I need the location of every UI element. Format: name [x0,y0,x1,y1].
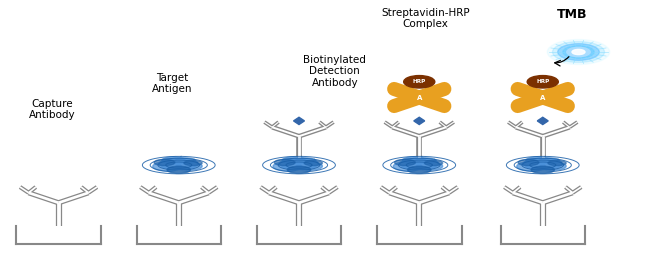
Text: A: A [540,94,545,101]
Ellipse shape [184,160,202,166]
Ellipse shape [518,159,539,166]
Text: Biotinylated
Detection
Antibody: Biotinylated Detection Antibody [304,55,366,88]
Polygon shape [294,117,304,125]
Circle shape [404,76,435,88]
Ellipse shape [167,166,190,173]
Circle shape [552,42,604,62]
Circle shape [527,76,558,88]
Ellipse shape [175,158,196,164]
Ellipse shape [540,162,566,170]
Ellipse shape [539,158,560,164]
Ellipse shape [408,166,431,173]
Ellipse shape [162,157,185,164]
Text: Target
Antigen: Target Antigen [152,73,192,94]
Ellipse shape [282,157,306,164]
Text: TMB: TMB [557,8,587,21]
Ellipse shape [273,162,302,171]
Ellipse shape [154,159,175,166]
Ellipse shape [176,162,202,170]
Ellipse shape [424,160,443,166]
Ellipse shape [153,162,181,171]
Ellipse shape [295,158,316,164]
Ellipse shape [395,159,415,166]
Circle shape [563,46,594,58]
Ellipse shape [417,162,443,170]
Circle shape [558,44,599,60]
Ellipse shape [400,158,439,170]
Circle shape [572,49,585,55]
Ellipse shape [523,158,562,170]
Ellipse shape [274,159,295,166]
Text: HRP: HRP [536,79,549,84]
Ellipse shape [526,157,549,164]
Polygon shape [414,117,424,125]
Ellipse shape [304,160,322,166]
Ellipse shape [402,157,426,164]
Ellipse shape [296,162,322,170]
Ellipse shape [393,162,422,171]
Ellipse shape [517,162,545,171]
Ellipse shape [159,158,198,170]
Text: A: A [417,94,422,101]
Ellipse shape [531,166,554,173]
Ellipse shape [415,158,436,164]
Ellipse shape [287,166,311,173]
Circle shape [547,40,610,64]
Text: HRP: HRP [413,79,426,84]
Polygon shape [538,117,548,125]
Ellipse shape [280,158,318,170]
Text: Capture
Antibody: Capture Antibody [29,99,75,120]
Ellipse shape [548,160,566,166]
Circle shape [567,47,590,57]
Text: Streptavidin-HRP
Complex: Streptavidin-HRP Complex [382,8,470,29]
